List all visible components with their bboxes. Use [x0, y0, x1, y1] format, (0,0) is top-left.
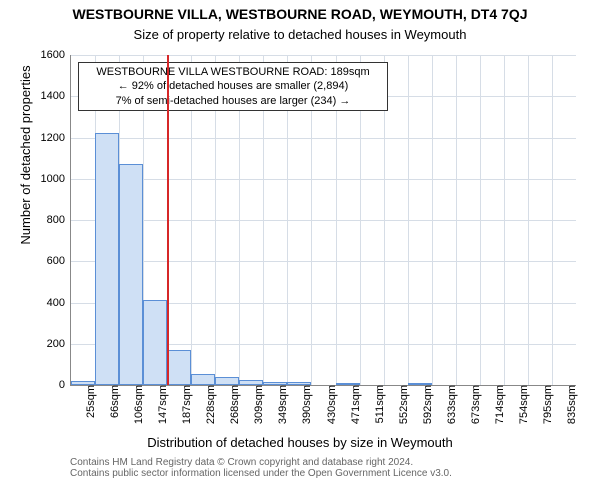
- grid-line-vertical: [408, 55, 409, 385]
- chart-subtitle: Size of property relative to detached ho…: [0, 27, 600, 42]
- x-tick-label: 309sqm: [247, 385, 265, 424]
- x-tick-label: 430sqm: [320, 385, 338, 424]
- x-tick-label: 187sqm: [175, 385, 193, 424]
- y-tick-label: 1000: [41, 173, 71, 185]
- y-tick-label: 400: [47, 297, 71, 309]
- x-tick-label: 268sqm: [223, 385, 241, 424]
- grid-line-vertical: [480, 55, 481, 385]
- y-tick-label: 200: [47, 338, 71, 350]
- grid-line-horizontal: [71, 261, 576, 262]
- x-tick-label: 228sqm: [199, 385, 217, 424]
- attribution-text: Contains HM Land Registry data © Crown c…: [70, 457, 452, 479]
- y-tick-label: 1600: [41, 49, 71, 61]
- x-tick-label: 390sqm: [295, 385, 313, 424]
- annotation-line: WESTBOURNE VILLA WESTBOURNE ROAD: 189sqm: [83, 65, 383, 79]
- grid-line-vertical: [528, 55, 529, 385]
- grid-line-horizontal: [71, 138, 576, 139]
- histogram-bar: [167, 350, 191, 385]
- y-tick-label: 600: [47, 255, 71, 267]
- grid-line-vertical: [504, 55, 505, 385]
- grid-line-horizontal: [71, 179, 576, 180]
- x-tick-label: 754sqm: [512, 385, 530, 424]
- histogram-bar: [239, 380, 263, 385]
- property-marker-line: [167, 55, 169, 385]
- histogram-bar: [71, 381, 95, 385]
- x-tick-label: 25sqm: [79, 385, 97, 418]
- attribution-line: Contains public sector information licen…: [70, 468, 452, 479]
- y-axis-label: Number of detached properties: [18, 0, 33, 320]
- x-tick-label: 511sqm: [368, 385, 386, 423]
- x-tick-label: 795sqm: [536, 385, 554, 424]
- x-tick-label: 714sqm: [488, 385, 506, 424]
- histogram-bar: [191, 374, 215, 385]
- annotation-line: ← 92% of detached houses are smaller (2,…: [83, 79, 383, 93]
- y-tick-label: 1200: [41, 132, 71, 144]
- y-tick-label: 1400: [41, 90, 71, 102]
- grid-line-vertical: [456, 55, 457, 385]
- x-tick-label: 835sqm: [560, 385, 578, 424]
- histogram-bar: [215, 377, 239, 385]
- y-tick-label: 0: [59, 379, 71, 391]
- histogram-bar: [263, 382, 287, 385]
- histogram-bar: [287, 382, 311, 385]
- histogram-bar: [119, 164, 143, 385]
- histogram-bar: [336, 383, 360, 385]
- x-tick-label: 552sqm: [392, 385, 410, 424]
- chart-title: WESTBOURNE VILLA, WESTBOURNE ROAD, WEYMO…: [0, 6, 600, 22]
- x-tick-label: 471sqm: [344, 385, 362, 424]
- x-tick-label: 633sqm: [440, 385, 458, 424]
- x-tick-label: 66sqm: [103, 385, 121, 418]
- x-tick-label: 147sqm: [151, 385, 169, 424]
- y-tick-label: 800: [47, 214, 71, 226]
- grid-line-horizontal: [71, 55, 576, 56]
- annotation-line: 7% of semi-detached houses are larger (2…: [83, 94, 383, 108]
- grid-line-vertical: [432, 55, 433, 385]
- histogram-bar: [143, 300, 167, 385]
- x-tick-label: 106sqm: [127, 385, 145, 424]
- x-tick-label: 592sqm: [416, 385, 434, 424]
- attribution-line: Contains HM Land Registry data © Crown c…: [70, 457, 452, 468]
- x-tick-label: 673sqm: [464, 385, 482, 424]
- annotation-box: WESTBOURNE VILLA WESTBOURNE ROAD: 189sqm…: [78, 62, 388, 111]
- histogram-bar: [95, 133, 119, 385]
- grid-line-vertical: [552, 55, 553, 385]
- x-tick-label: 349sqm: [271, 385, 289, 424]
- histogram-bar: [408, 383, 432, 385]
- grid-line-horizontal: [71, 220, 576, 221]
- x-axis-label: Distribution of detached houses by size …: [0, 435, 600, 450]
